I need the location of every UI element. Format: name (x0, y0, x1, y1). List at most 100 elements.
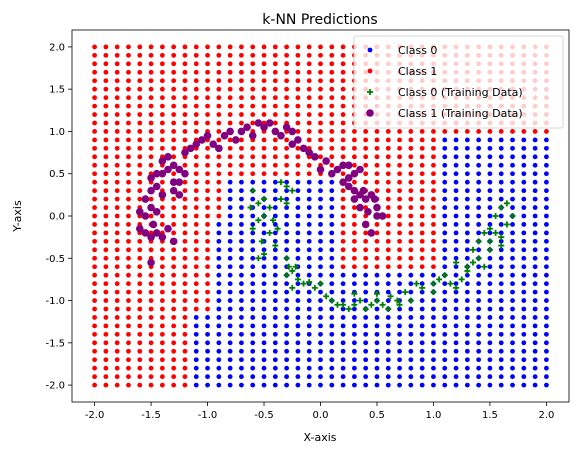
grid-point-class0 (488, 307, 493, 312)
x-tick-label: -0.5 (254, 410, 274, 421)
grid-point-class0 (307, 180, 312, 185)
train-point-class0 (289, 188, 295, 194)
grid-point-class1 (307, 70, 312, 75)
grid-point-class1 (194, 231, 199, 236)
grid-point-class0 (341, 315, 346, 320)
grid-point-class1 (284, 154, 289, 159)
grid-point-class1 (115, 340, 120, 345)
grid-point-class0 (442, 239, 447, 244)
train-point-class0 (385, 306, 391, 312)
grid-point-class0 (296, 324, 301, 329)
x-tick-label: 2.0 (538, 410, 554, 421)
grid-point-class0 (194, 340, 199, 345)
grid-point-class0 (386, 340, 391, 345)
grid-point-class0 (250, 340, 255, 345)
grid-point-class0 (533, 383, 538, 388)
grid-point-class0 (307, 340, 312, 345)
grid-point-class0 (296, 332, 301, 337)
grid-point-class0 (239, 307, 244, 312)
grid-point-class1 (194, 222, 199, 227)
grid-point-class0 (318, 366, 323, 371)
grid-point-class0 (216, 256, 221, 261)
grid-point-class0 (341, 349, 346, 354)
grid-point-class0 (307, 374, 312, 379)
grid-point-class1 (183, 70, 188, 75)
train-point-class0 (255, 217, 261, 223)
train-point-class0 (481, 230, 487, 236)
grid-point-class1 (115, 112, 120, 117)
grid-point-class0 (284, 383, 289, 388)
grid-point-class0 (454, 273, 459, 278)
grid-point-class0 (239, 239, 244, 244)
grid-point-class0 (408, 324, 413, 329)
grid-point-class0 (465, 214, 470, 219)
grid-point-class1 (329, 154, 334, 159)
train-point-class1 (170, 178, 178, 186)
grid-point-class0 (329, 247, 334, 252)
grid-point-class1 (329, 121, 334, 126)
grid-point-class1 (115, 197, 120, 202)
grid-point-class0 (239, 324, 244, 329)
grid-point-class1 (375, 180, 380, 185)
grid-point-class0 (408, 332, 413, 337)
grid-point-class1 (284, 112, 289, 117)
grid-point-class1 (465, 129, 470, 134)
grid-point-class1 (115, 188, 120, 193)
grid-point-class0 (307, 357, 312, 362)
grid-point-class1 (149, 138, 154, 143)
grid-point-class0 (442, 231, 447, 236)
grid-point-class0 (318, 374, 323, 379)
grid-point-class1 (216, 138, 221, 143)
grid-point-class0 (510, 163, 515, 168)
grid-point-class0 (239, 332, 244, 337)
grid-point-class1 (126, 53, 131, 58)
grid-point-class1 (408, 205, 413, 210)
grid-point-class1 (341, 138, 346, 143)
grid-point-class0 (284, 214, 289, 219)
grid-point-class0 (329, 374, 334, 379)
grid-point-class0 (250, 349, 255, 354)
train-point-class0 (323, 293, 329, 299)
train-point-class0 (487, 238, 493, 244)
grid-point-class0 (250, 374, 255, 379)
grid-point-class0 (307, 197, 312, 202)
grid-point-class0 (318, 307, 323, 312)
grid-point-class1 (103, 349, 108, 354)
grid-point-class1 (115, 256, 120, 261)
grid-point-class0 (499, 214, 504, 219)
train-point-class0 (436, 276, 442, 282)
grid-point-class1 (431, 180, 436, 185)
grid-point-class0 (239, 315, 244, 320)
grid-point-class1 (126, 95, 131, 100)
grid-point-class0 (454, 298, 459, 303)
grid-point-class0 (544, 205, 549, 210)
grid-point-class0 (239, 205, 244, 210)
grid-point-class0 (488, 281, 493, 286)
grid-point-class1 (375, 222, 380, 227)
grid-point-class0 (228, 374, 233, 379)
grid-point-class1 (183, 78, 188, 83)
grid-point-class0 (510, 383, 515, 388)
grid-point-class1 (375, 146, 380, 151)
grid-point-class0 (465, 374, 470, 379)
train-point-class0 (261, 213, 267, 219)
grid-point-class0 (533, 324, 538, 329)
grid-point-class0 (352, 332, 357, 337)
grid-point-class1 (137, 45, 142, 50)
train-point-class1 (226, 128, 234, 136)
train-point-class1 (364, 208, 372, 216)
grid-point-class0 (465, 247, 470, 252)
grid-point-class1 (352, 231, 357, 236)
grid-point-class1 (341, 53, 346, 58)
grid-point-class1 (408, 180, 413, 185)
grid-point-class0 (386, 332, 391, 337)
grid-point-class1 (171, 374, 176, 379)
grid-point-class0 (386, 374, 391, 379)
grid-point-class1 (408, 247, 413, 252)
grid-point-class1 (194, 290, 199, 295)
grid-point-class1 (115, 205, 120, 210)
grid-point-class1 (239, 163, 244, 168)
grid-point-class1 (431, 256, 436, 261)
grid-point-class0 (262, 290, 267, 295)
grid-point-class1 (262, 112, 267, 117)
